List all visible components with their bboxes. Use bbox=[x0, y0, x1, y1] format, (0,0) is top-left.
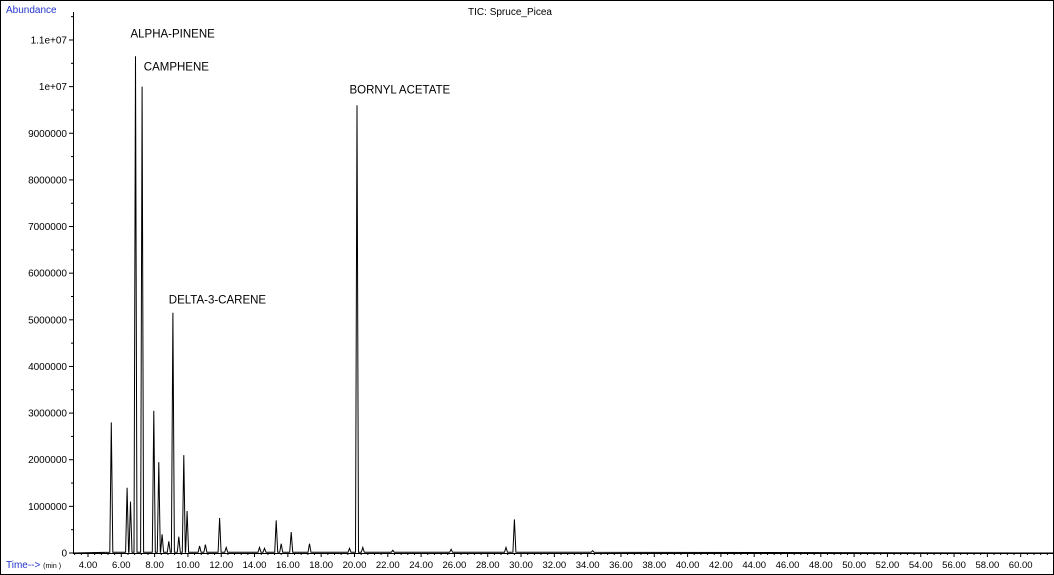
peak-label: CAMPHENE bbox=[144, 61, 210, 73]
x-tick-label: 26.00 bbox=[443, 560, 467, 571]
x-axis-label: Time--> (min ) bbox=[6, 560, 61, 571]
x-tick-label: 54.00 bbox=[909, 560, 933, 571]
y-tick-label: 1e+07 bbox=[39, 82, 68, 93]
x-tick-label: 36.00 bbox=[609, 560, 633, 571]
x-tick-label: 12.00 bbox=[209, 560, 233, 571]
y-tick-label: 0 bbox=[61, 549, 67, 560]
y-tick-label: 8000000 bbox=[28, 175, 67, 186]
x-tick-label: 14.00 bbox=[243, 560, 267, 571]
y-ticks: 0 1000000 2000000 3000000 4000000 5000000 6000… bbox=[28, 16, 73, 560]
x-tick-label: 20.00 bbox=[343, 560, 367, 571]
x-tick-label: 58.00 bbox=[975, 560, 999, 571]
x-axis-label-text: Time--> bbox=[6, 560, 41, 571]
x-tick-label: 8.00 bbox=[145, 560, 164, 571]
x-tick-label: 50.00 bbox=[842, 560, 866, 571]
peak-label: ALPHA-PINENE bbox=[130, 29, 215, 41]
x-tick-label: 18.00 bbox=[309, 560, 333, 571]
x-tick-label: 56.00 bbox=[942, 560, 966, 571]
x-axis-unit: (min ) bbox=[43, 563, 62, 570]
chart-title: TIC: Spruce_Picea bbox=[468, 7, 552, 18]
tic-trace bbox=[72, 56, 1054, 554]
x-tick-label: 44.00 bbox=[742, 560, 766, 571]
y-tick-label: 2000000 bbox=[28, 455, 67, 466]
x-tick-label: 28.00 bbox=[476, 560, 500, 571]
x-tick-label: 52.00 bbox=[876, 560, 900, 571]
y-tick-label: 1000000 bbox=[28, 502, 67, 513]
x-tick-label: 22.00 bbox=[376, 560, 400, 571]
x-tick-label: 46.00 bbox=[776, 560, 800, 571]
x-tick-label: 10.00 bbox=[176, 560, 200, 571]
y-tick-label: 3000000 bbox=[28, 409, 67, 420]
y-tick-label: 4000000 bbox=[28, 362, 67, 373]
x-tick-label: 42.00 bbox=[709, 560, 733, 571]
peak-labels: ALPHA-PINENE CAMPHENE BORNYL ACETATE DELTA-… bbox=[130, 29, 450, 307]
x-tick-label: 48.00 bbox=[809, 560, 833, 571]
x-tick-label: 34.00 bbox=[576, 560, 600, 571]
x-tick-label: 4.00 bbox=[79, 560, 98, 571]
x-tick-label: 30.00 bbox=[509, 560, 533, 571]
x-tick-label: 32.00 bbox=[542, 560, 566, 571]
y-tick-label: 1.1e+07 bbox=[31, 35, 68, 46]
x-tick-label: 38.00 bbox=[642, 560, 666, 571]
peak-label: DELTA-3-CARENE bbox=[169, 294, 267, 306]
x-tick-label: 16.00 bbox=[276, 560, 300, 571]
x-tick-label: 6.00 bbox=[112, 560, 131, 571]
peak-label: BORNYL ACETATE bbox=[349, 85, 450, 97]
x-tick-label: 40.00 bbox=[676, 560, 700, 571]
x-tick-label: 24.00 bbox=[409, 560, 433, 571]
x-ticks: 4.00 6.00 8.00 10.00 12.00 14.00 16.00 18.00 20.… bbox=[74, 553, 1054, 571]
y-tick-label: 9000000 bbox=[28, 129, 67, 140]
y-tick-label: 7000000 bbox=[28, 222, 67, 233]
y-tick-label: 6000000 bbox=[28, 269, 67, 280]
y-tick-label: 5000000 bbox=[28, 315, 67, 326]
y-axis-label: Abundance bbox=[6, 5, 57, 16]
x-tick-label: 60.00 bbox=[1009, 560, 1033, 571]
